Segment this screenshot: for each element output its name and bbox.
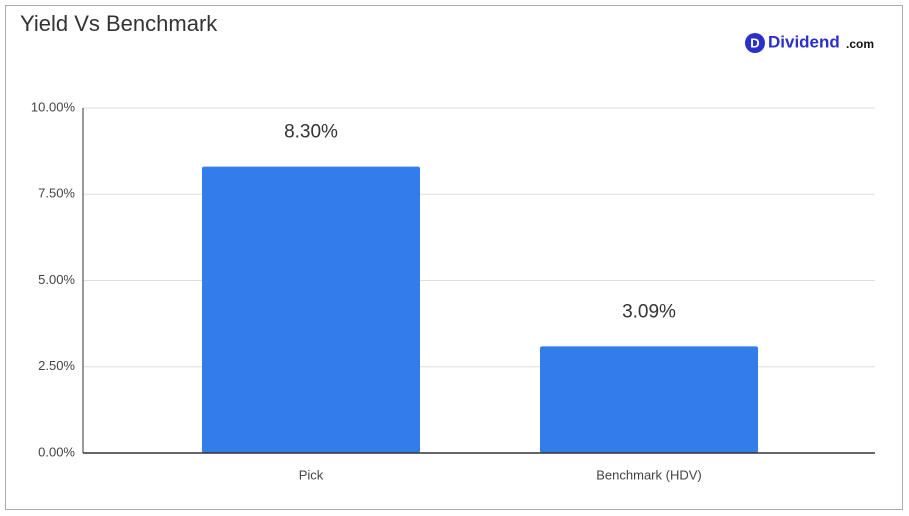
y-tick-label: 10.00%: [31, 99, 76, 114]
y-tick-label: 2.50%: [38, 358, 75, 373]
y-tick-label: 7.50%: [38, 186, 75, 201]
logo-icon: D: [750, 35, 759, 50]
value-label: 8.30%: [284, 122, 338, 143]
x-tick-label: Pick: [299, 467, 324, 482]
logo-icon-bg: [745, 33, 765, 53]
chart-frame: [5, 5, 903, 510]
bar: [539, 346, 759, 453]
logo-name: Dividend: [768, 32, 840, 51]
y-tick-label: 5.00%: [38, 272, 75, 287]
logo-suffix: .com: [846, 37, 874, 51]
chart-title: Yield Vs Benchmark: [20, 11, 218, 36]
bar: [201, 166, 421, 453]
x-tick-label: Benchmark (HDV): [596, 467, 701, 482]
value-label: 3.09%: [622, 301, 676, 322]
y-tick-label: 0.00%: [38, 444, 75, 459]
